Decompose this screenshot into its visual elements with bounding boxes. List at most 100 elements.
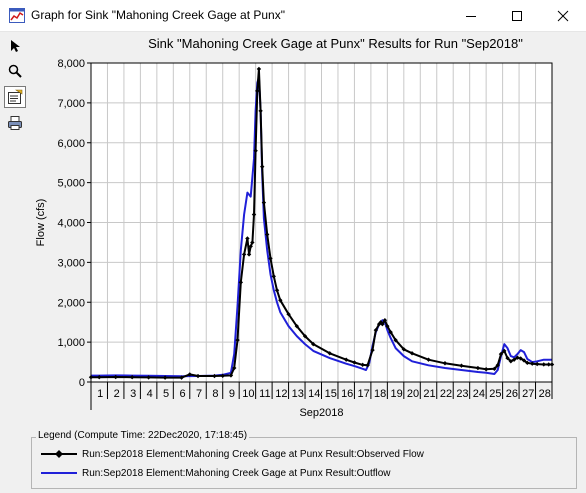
- plot-border: [90, 62, 553, 383]
- observed-flow-point: [495, 363, 500, 368]
- y-tick-label: 1,000: [57, 337, 85, 349]
- outflow-swatch: [41, 472, 77, 474]
- observed-flow-point: [162, 375, 168, 380]
- x-tick-label: 19: [390, 388, 402, 400]
- observed-flow-point: [393, 337, 398, 343]
- observed-flow-point: [475, 365, 481, 371]
- observed-flow-point: [228, 373, 234, 378]
- x-tick-label: 2: [114, 388, 120, 400]
- observed-flow-point: [541, 362, 546, 367]
- observed-flow-point: [370, 347, 375, 353]
- observed-flow-point: [253, 148, 258, 153]
- y-tick-label: 5,000: [57, 178, 85, 190]
- observed-flow-point: [388, 329, 393, 335]
- x-tick-label: 20: [407, 388, 419, 400]
- observed-flow-point: [459, 363, 464, 368]
- x-tick-label: 18: [374, 388, 386, 400]
- observed-flow-point: [260, 164, 265, 169]
- zoom-tool-button[interactable]: [4, 60, 26, 82]
- x-tick-label: 28: [539, 388, 551, 400]
- x-tick-label: 14: [308, 388, 320, 400]
- outflow-line: [91, 76, 552, 378]
- x-tick-label: 16: [341, 388, 353, 400]
- maximize-icon: [512, 10, 522, 21]
- observed-flow-point: [360, 362, 365, 368]
- observed-flow-point: [258, 108, 263, 114]
- x-tick-label: 27: [522, 388, 534, 400]
- observed-flow-point: [365, 363, 370, 368]
- observed-flow-point: [498, 351, 504, 357]
- x-tick-label: 24: [473, 388, 485, 400]
- observed-flow-point: [129, 375, 135, 380]
- observed-flow-point: [442, 361, 448, 366]
- minimize-icon: [466, 15, 476, 17]
- y-tick-label: 7,000: [57, 98, 85, 110]
- chart-canvas: Sink "Mahoning Creek Gage at Punx" Resul…: [35, 36, 555, 419]
- x-tick-label: 26: [506, 388, 518, 400]
- maximize-button[interactable]: [494, 0, 540, 31]
- x-tick-label: 25: [489, 388, 501, 400]
- x-tick-label: 10: [242, 388, 254, 400]
- edit-properties-button[interactable]: [4, 86, 26, 108]
- observed-flow-point: [327, 351, 332, 356]
- y-tick-label: 4,000: [57, 218, 85, 230]
- observed-flow-point: [238, 280, 244, 285]
- x-tick-label: 1: [97, 388, 103, 400]
- observed-flow-point: [508, 359, 514, 364]
- legend-label-observed: Run:Sep2018 Element:Mahoning Creek Gage …: [82, 448, 424, 460]
- zoom-magnifier-icon: [8, 64, 22, 78]
- chart-title: Sink "Mahoning Creek Gage at Punx" Resul…: [148, 36, 523, 51]
- observed-flow-point: [534, 361, 540, 367]
- observed-flow-point: [352, 360, 357, 365]
- observed-flow-point: [278, 298, 283, 303]
- close-icon: [557, 10, 569, 21]
- observed-flow-point: [343, 357, 349, 362]
- observed-flow-point: [220, 373, 225, 379]
- x-tick-label: 22: [440, 388, 452, 400]
- observed-flow-point: [521, 358, 527, 363]
- observed-flow-point: [251, 212, 257, 217]
- observed-flow-point: [212, 373, 217, 379]
- observed-flow-point: [187, 372, 192, 377]
- observed-flow-point: [179, 375, 184, 380]
- x-tick-label: 9: [229, 388, 235, 400]
- observed-flow-point: [250, 240, 255, 245]
- graph-toolbar: [0, 31, 30, 431]
- observed-flow-point: [232, 365, 237, 371]
- hydrograph-chart: Sink "Mahoning Creek Gage at Punx" Resul…: [30, 31, 586, 429]
- observed-flow-point: [483, 367, 489, 372]
- close-button[interactable]: [540, 0, 586, 31]
- observed-flow-point: [241, 252, 247, 257]
- app-graph-icon: [9, 8, 25, 23]
- observed-flow-point: [409, 351, 415, 356]
- print-button[interactable]: [4, 112, 26, 134]
- x-tick-label: 13: [292, 388, 304, 400]
- observed-flow-point: [245, 236, 250, 241]
- select-tool-button[interactable]: [4, 35, 26, 57]
- x-tick-label: 15: [325, 388, 337, 400]
- title-bar: Graph for Sink "Mahoning Creek Gage at P…: [0, 0, 586, 32]
- minimize-button[interactable]: [448, 0, 494, 31]
- x-tick-label: 5: [163, 388, 169, 400]
- observed-flow-point: [113, 374, 118, 380]
- observed-flow-point: [525, 360, 530, 366]
- y-tick-label: 3,000: [57, 257, 85, 269]
- observed-flow-point: [505, 355, 510, 361]
- window-title: Graph for Sink "Mahoning Creek Gage at P…: [31, 8, 285, 22]
- observed-flow-point: [97, 375, 102, 380]
- observed-flow-point: [401, 347, 407, 352]
- legend-title: Legend (Compute Time: 22Dec2020, 17:18:4…: [36, 430, 250, 441]
- observed-flow-point: [256, 66, 262, 72]
- observed-flow-point: [373, 327, 379, 333]
- observed-flow-point: [261, 200, 267, 205]
- observed-flow-point: [274, 288, 280, 293]
- x-tick-label: 6: [179, 388, 185, 400]
- y-tick-label: 6,000: [57, 138, 85, 150]
- x-tick-label: 8: [212, 388, 218, 400]
- observed-flow-point: [294, 323, 300, 329]
- print-icon: [8, 116, 22, 130]
- observed-flow-point: [195, 373, 201, 379]
- x-tick-label: 11: [259, 388, 270, 400]
- legend-item-outflow: Run:Sep2018 Element:Mahoning Creek Gage …: [40, 466, 391, 480]
- x-tick-label: 17: [358, 388, 370, 400]
